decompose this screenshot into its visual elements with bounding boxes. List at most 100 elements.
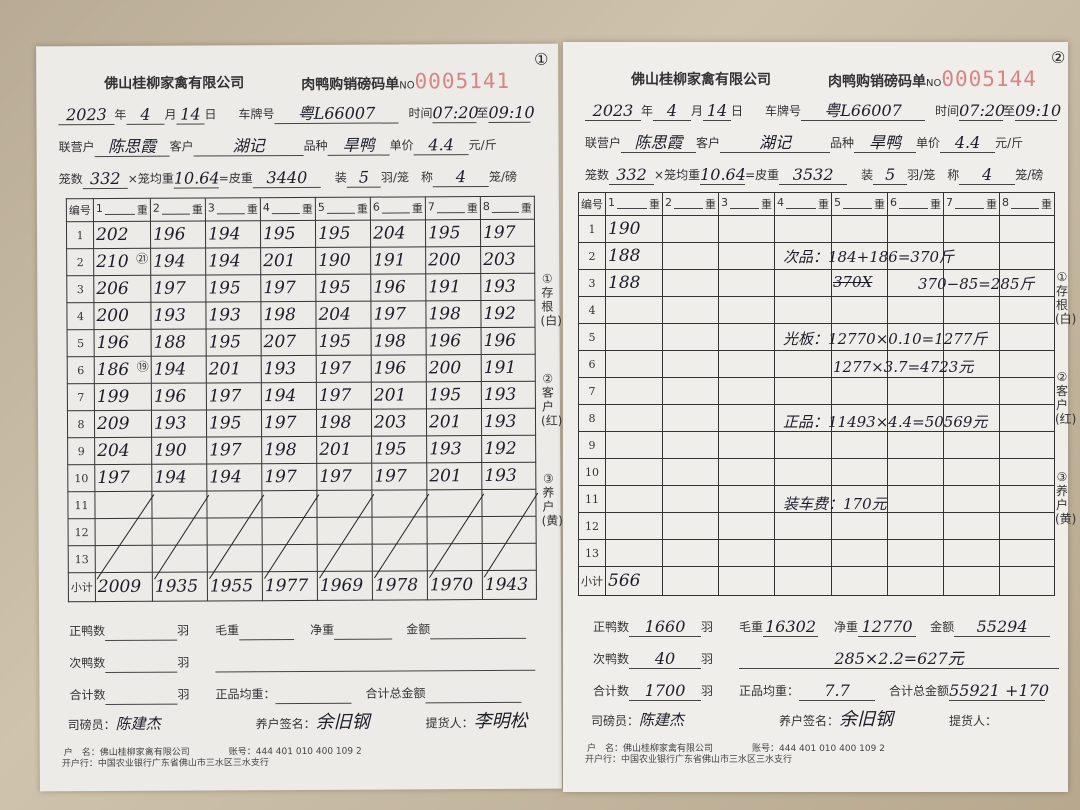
subtotal-cell: 2009 xyxy=(95,572,153,602)
weight-cell xyxy=(662,404,719,432)
gross-weight-field: 16302 xyxy=(763,618,819,637)
weight-value: 196 xyxy=(373,277,406,298)
column-blank xyxy=(899,196,928,209)
form-title-block: 肉鸭购销磅码单NO0005141 xyxy=(301,68,510,100)
weight-cell xyxy=(718,404,775,432)
weight-cell: 202 xyxy=(93,221,151,249)
weight-value: 198 xyxy=(264,440,297,461)
weight-cell xyxy=(605,458,663,486)
label: 正品均重： xyxy=(739,684,800,698)
label: 时间 xyxy=(935,104,960,118)
weight-table: 编号 1 重 2 重 3 重 4 重 5 重 6 重 7 重 8 重 1 190 2 188 3 188 4 5 6 7 8 9 10 11… xyxy=(578,192,1055,596)
weigher-signature: 陈建杰 xyxy=(639,711,685,729)
weight-label: 重 xyxy=(191,203,203,217)
weight-cell xyxy=(887,269,944,297)
weight-cell: 197 xyxy=(371,462,427,491)
weight-cell: 194 xyxy=(151,355,207,384)
second-ducks-field: 40 xyxy=(629,650,702,669)
label: 元/斤 xyxy=(468,137,497,153)
label: 毛重 xyxy=(215,623,240,638)
weight-cell: 203 xyxy=(371,408,427,437)
subtotal-cell xyxy=(662,566,719,596)
weight-cell xyxy=(774,296,832,324)
weight-cell xyxy=(605,539,663,567)
weight-cell: 197 xyxy=(150,274,206,303)
weight-label: 重 xyxy=(301,202,313,216)
weight-cell xyxy=(371,489,428,518)
handwritten-note: 次品：184+186=370斤 xyxy=(783,247,955,266)
weight-cell: 194 xyxy=(206,463,262,491)
weight-cell xyxy=(831,215,888,243)
weight-value: 193 xyxy=(483,384,517,406)
weight-value: 195 xyxy=(262,224,296,245)
form-title: 肉鸭购销磅码单 xyxy=(301,76,400,93)
weight-cell: 201 xyxy=(426,462,482,490)
weight-cell xyxy=(774,431,832,459)
weight-label: 重 xyxy=(520,201,532,215)
form-title-block: 肉鸭购销磅码单NO0005144 xyxy=(828,66,1037,97)
weight-cell: 196 xyxy=(150,220,206,249)
label: =皮重 xyxy=(218,171,253,186)
weight-value: 197 xyxy=(153,278,186,299)
subtotal-cell: 1978 xyxy=(372,570,428,601)
tare-field: 3440 xyxy=(252,168,321,189)
weight-cell xyxy=(887,458,944,486)
date-plate-time-row: 2023 年 4 月 14 日 车牌号 粤L66007 时间07:20至09:10 xyxy=(585,100,1061,121)
handwritten-note: 光板：12770×0.10=1277斤 xyxy=(783,330,988,348)
row-number: 11 xyxy=(578,485,606,513)
weight-cell xyxy=(426,489,483,517)
subtotal-cell: 1943 xyxy=(482,570,537,600)
weight-cell xyxy=(943,350,1000,378)
label: 养户签名： xyxy=(255,716,316,732)
weight-cell xyxy=(831,323,888,351)
column-blank xyxy=(216,201,245,215)
weight-cell xyxy=(718,485,775,513)
label: 日 xyxy=(731,104,744,118)
weight-value: 204 xyxy=(318,304,351,325)
second-ducks-field xyxy=(105,653,178,674)
unit-price-field: 4.4 xyxy=(413,135,469,156)
weight-cell xyxy=(887,377,944,405)
weight-value: 195 xyxy=(374,439,407,460)
weight-label: 重 xyxy=(761,198,772,211)
day-field: 14 xyxy=(703,102,732,121)
row-number: 1 xyxy=(66,221,94,249)
label: 年 xyxy=(114,107,127,122)
weight-cell: 191 xyxy=(425,273,481,301)
label: 羽/笼 xyxy=(380,170,409,185)
label: 单价 xyxy=(389,138,414,153)
row-number: 4 xyxy=(578,296,606,324)
weight-cell xyxy=(999,539,1055,567)
subtotal-cell: 1935 xyxy=(152,571,208,602)
weight-label: 重 xyxy=(818,198,829,211)
subtotal-cell xyxy=(999,566,1055,596)
column-blank xyxy=(491,199,519,213)
weight-cell xyxy=(662,350,719,378)
column-blank xyxy=(161,201,190,215)
label: 笼/磅 xyxy=(488,169,518,185)
second-ducks-note xyxy=(215,651,536,673)
row-number: 10 xyxy=(67,464,95,492)
table-row: 6 xyxy=(578,350,1055,378)
weight-cell: 197 xyxy=(206,382,262,410)
amount-field: 55294 xyxy=(954,618,1051,637)
label: ×笼均重 xyxy=(127,171,174,186)
label: 羽 xyxy=(701,620,714,634)
weight-value: 195 xyxy=(208,332,242,353)
weight-cell xyxy=(943,215,1000,243)
weight-table: 编号 1 重 2 重 3 重 4 重 5 重 6 重 7 重 8 重 1 202 196 194 195 195 204 195… xyxy=(66,196,537,602)
weight-cell: 188 xyxy=(605,269,663,297)
weight-value: 210 xyxy=(96,251,129,273)
weight-value: 194 xyxy=(154,467,187,488)
account-number: 账号：444 401 010 400 109 2 xyxy=(752,744,885,754)
weight-cell xyxy=(662,485,719,513)
